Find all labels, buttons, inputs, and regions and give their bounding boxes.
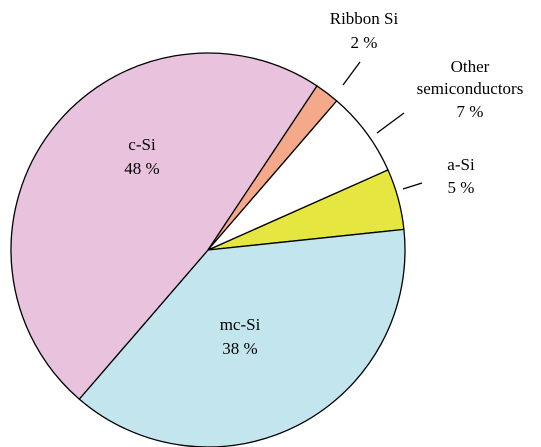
value-label: 5 % [448,178,475,197]
leader-line [376,112,405,134]
slice [207,99,389,251]
leader-line [342,61,361,86]
pie [10,52,406,447]
value-label: 38 % [222,339,257,358]
value-label: 2 % [351,33,378,52]
slice-label: Ribbon Si [330,9,399,28]
slice [78,228,406,447]
slice-label: a-Si [447,155,475,174]
slice-label: mc-Si [220,315,261,334]
value-label: 48 % [124,159,159,178]
value-label: 7 % [457,102,484,121]
leader-lines [342,61,423,190]
slice-label: c-Si [128,135,156,154]
slice [10,52,318,401]
slice-label: semiconductors [417,79,524,98]
leader-line [402,182,423,190]
slice-label: Other [451,57,490,76]
